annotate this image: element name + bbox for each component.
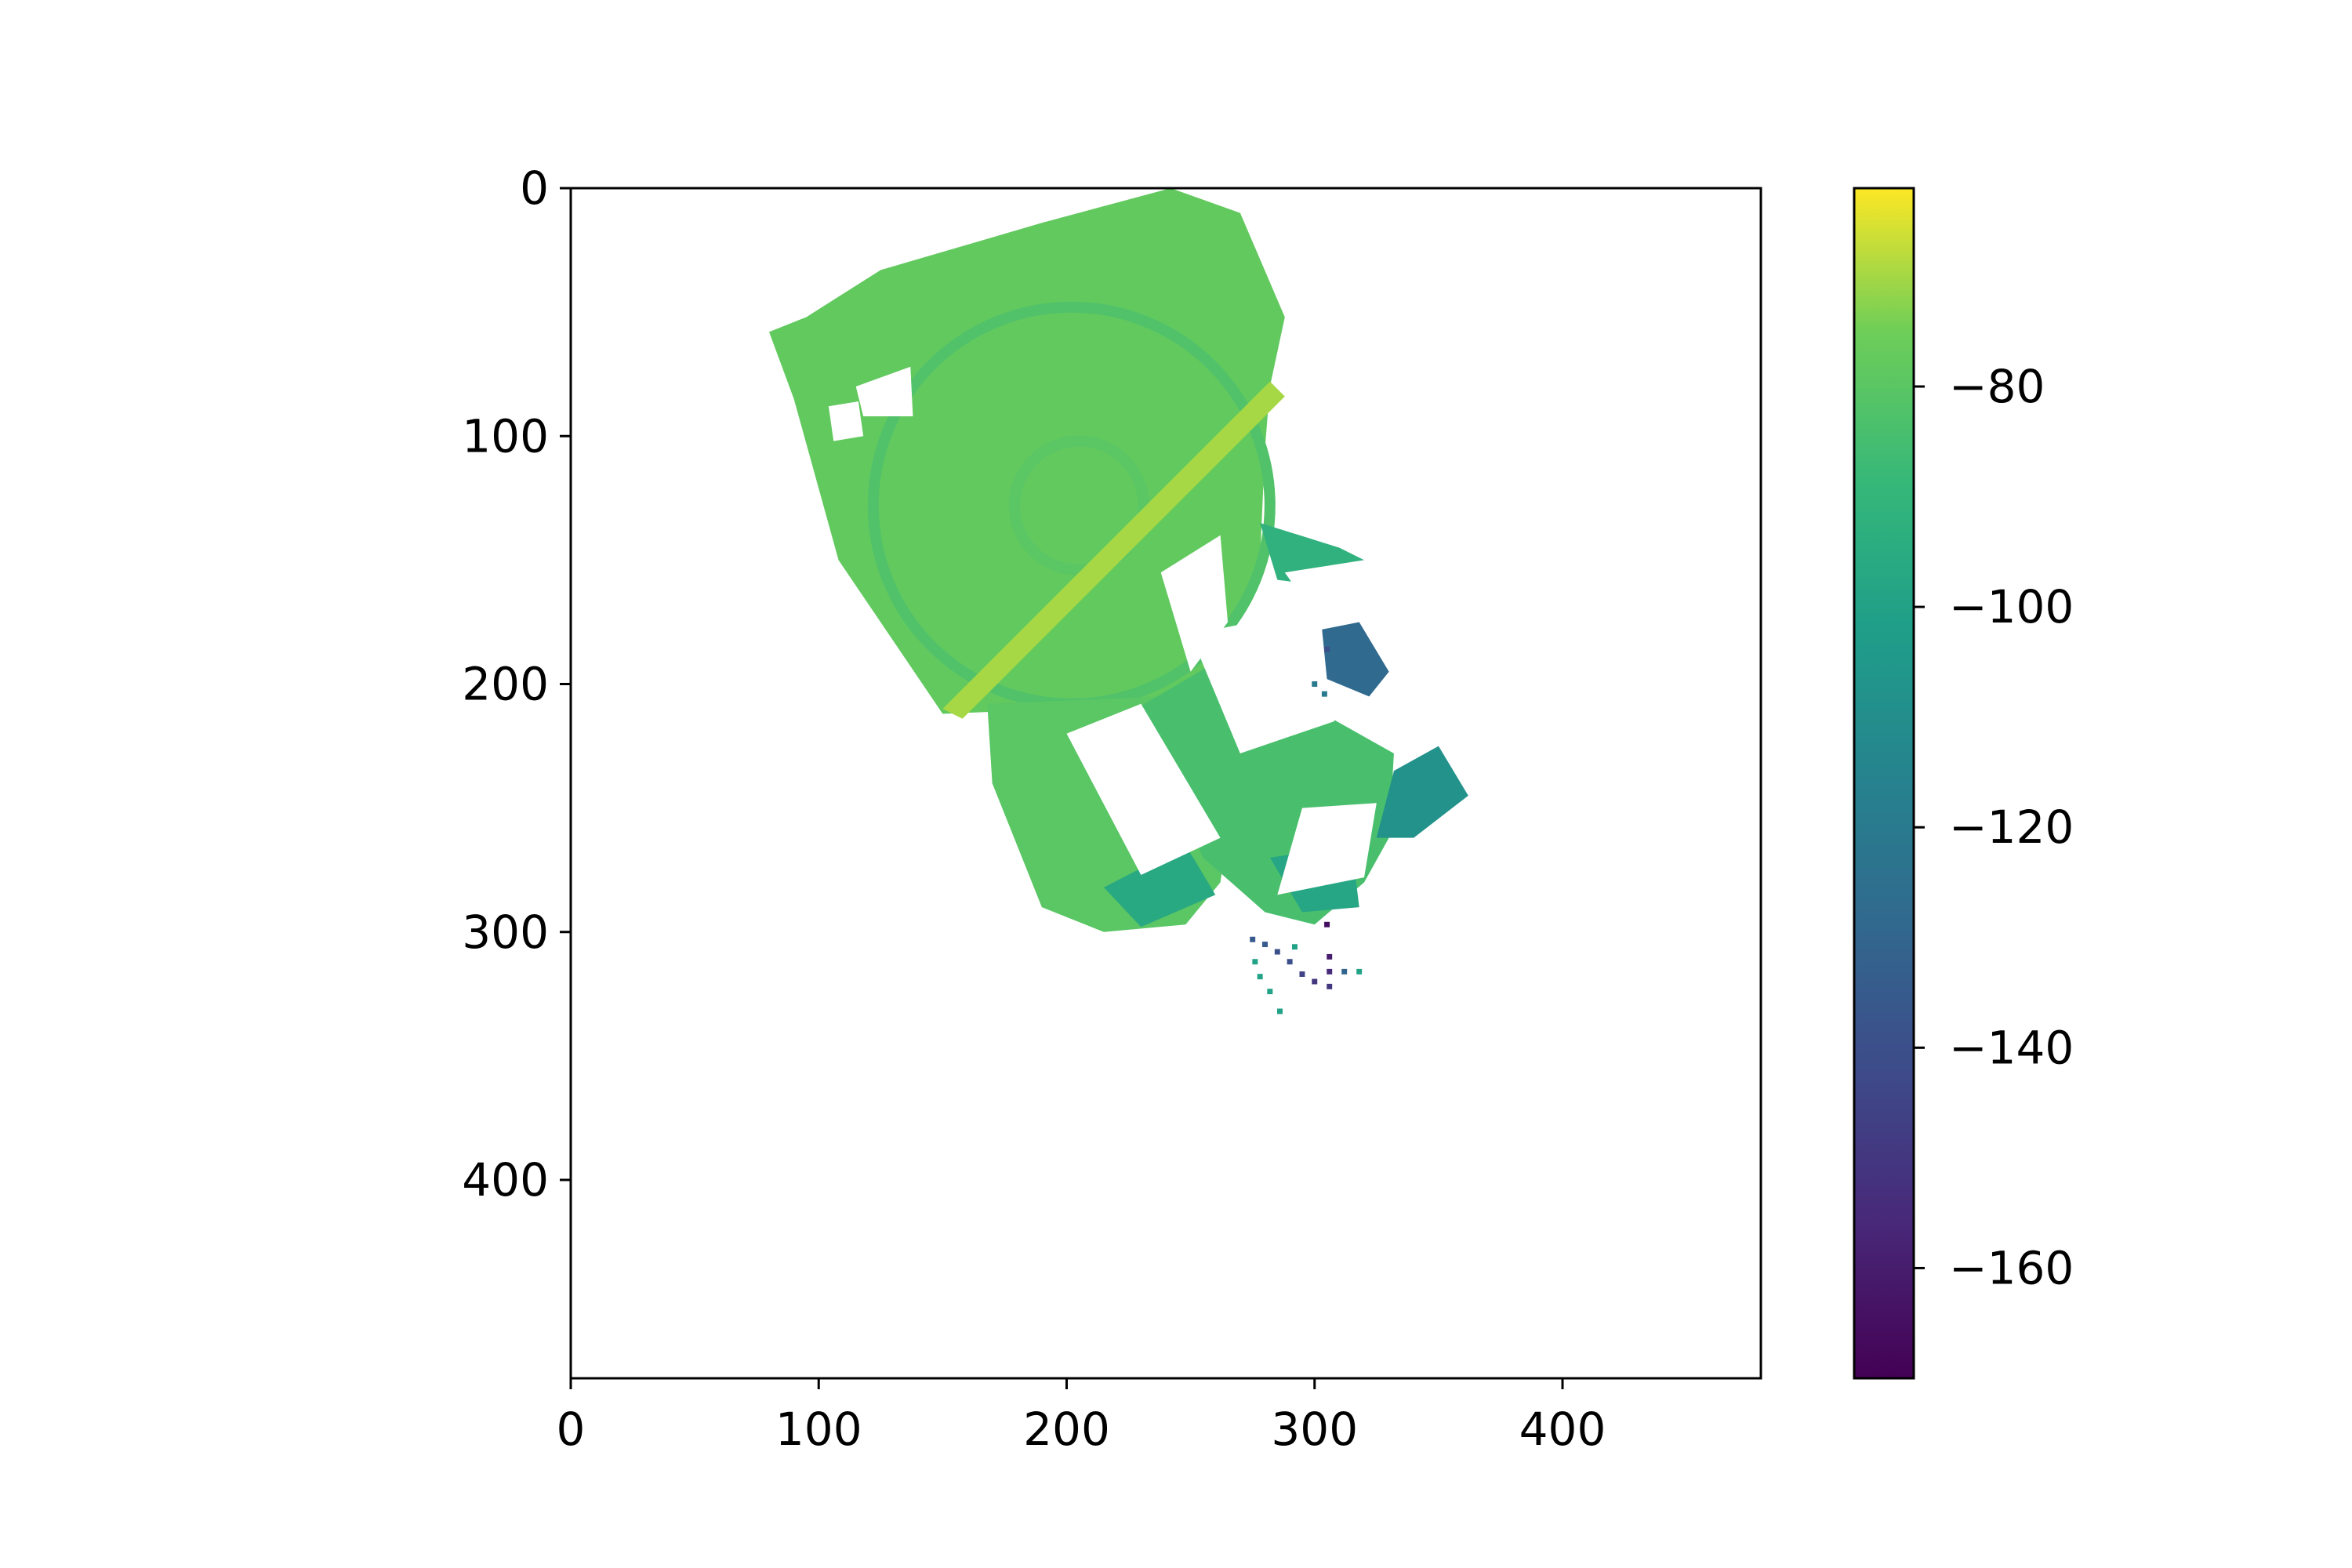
heatmap-cell [1252, 959, 1258, 965]
y-tick-label: 100 [462, 409, 549, 463]
heatmap-region-far-right-wedge [1376, 746, 1468, 838]
heatmap-cell [1327, 953, 1333, 960]
heatmap-cell [1267, 989, 1273, 995]
colorbar-tick-label: −100 [1949, 580, 2074, 633]
heatmap-cell [1324, 921, 1330, 927]
heatmap-cell [1327, 968, 1333, 975]
heatmap-hole [855, 366, 913, 416]
colorbar-ticks: −80 −100 −120 −140 −160 [1914, 360, 2074, 1294]
y-tick-label: 300 [462, 906, 549, 959]
heatmap-hole [1277, 803, 1377, 895]
heatmap-cell [1341, 968, 1348, 975]
heatmap-cell [1257, 974, 1263, 980]
heatmap-cell [1356, 968, 1363, 975]
heatmap-region-ring-inner [1009, 435, 1149, 576]
heatmap-region-dark-cluster [1322, 622, 1389, 697]
heatmap-cell [1299, 971, 1305, 977]
heatmap-hole [1284, 560, 1364, 615]
colorbar-gradient [1854, 188, 1914, 1378]
y-tick-label: 0 [520, 162, 549, 215]
x-axis: 0 100 200 300 400 [557, 1378, 1606, 1456]
heatmap-plot-area [769, 188, 1468, 1014]
heatmap-cell [1262, 942, 1268, 948]
heatmap-cell [1291, 944, 1298, 950]
colorbar-tick-label: −140 [1949, 1021, 2074, 1074]
heatmap-cell [1324, 646, 1330, 652]
heatmap-cell [1312, 978, 1318, 985]
heatmap-cell [1321, 691, 1327, 697]
heatmap-cell [1312, 681, 1318, 687]
colorbar-frame [1853, 187, 1915, 1380]
y-axis: 0 100 200 300 400 [462, 162, 571, 1207]
x-tick-label: 0 [557, 1403, 586, 1456]
colorbar-tick-label: −80 [1949, 360, 2045, 413]
heatmap-region-bottom-left-green [1103, 845, 1216, 927]
heatmap-cell [1274, 949, 1280, 955]
colorbar: −80 −100 −120 −140 −160 [1853, 187, 2074, 1380]
heatmap-cell [1287, 959, 1293, 965]
x-tick-label: 200 [1023, 1403, 1110, 1456]
x-tick-label: 300 [1271, 1403, 1358, 1456]
heatmap-hole [1190, 609, 1335, 754]
heatmap-region-diagonal-band [942, 381, 1285, 719]
heatmap-cell [1250, 936, 1256, 942]
x-tick-label: 400 [1519, 1403, 1606, 1456]
colorbar-tick-label: −120 [1949, 800, 2074, 854]
x-tick-label: 100 [775, 1403, 862, 1456]
plot-frame [569, 187, 1762, 1380]
heatmap-cell [1327, 983, 1333, 989]
y-tick-label: 200 [462, 658, 549, 711]
heatmap-hole [1066, 703, 1221, 876]
colorbar-tick-label: −160 [1949, 1241, 2074, 1294]
heatmap-cell [1276, 1008, 1283, 1014]
y-tick-label: 400 [462, 1153, 549, 1207]
heatmap-hole [828, 401, 864, 441]
